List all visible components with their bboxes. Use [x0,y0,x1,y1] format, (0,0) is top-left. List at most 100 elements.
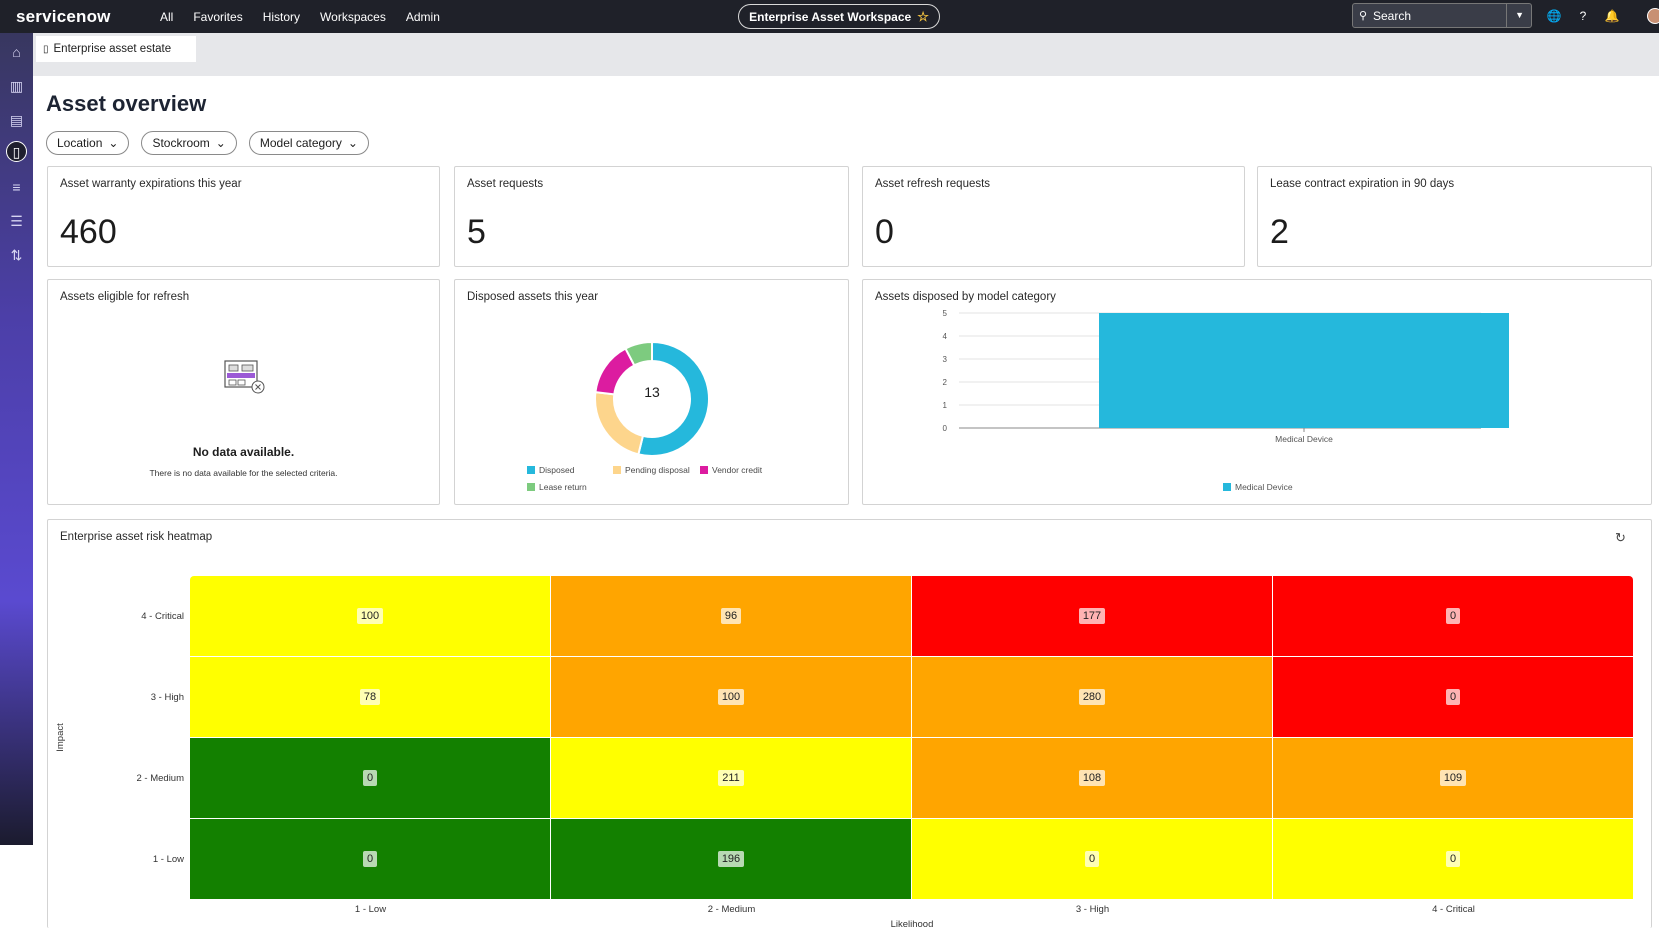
heatmap-cell[interactable]: 100 [551,657,911,737]
heatmap-cell[interactable]: 0 [1273,576,1633,656]
workspace-title-pill[interactable]: Enterprise Asset Workspace ☆ [738,4,940,29]
kpi-value: 0 [875,213,894,251]
legend-disposed[interactable]: Disposed [527,465,574,475]
donut-slice-disposed[interactable] [637,340,710,457]
x-tick-label: Medical Device [1275,434,1333,444]
heatmap-cell[interactable]: 108 [912,738,1272,818]
globe-icon[interactable]: 🌐 [1546,9,1562,23]
kpi-value: 2 [1270,213,1289,251]
bar-chart-icon[interactable]: ▥ [9,78,24,94]
left-rail: ⌂ ▥ ▤ ▯ ≡ ☰ ⇅ [0,33,33,845]
kpi-card-lease[interactable]: Lease contract expiration in 90 days 2 [1257,166,1652,267]
heatmap-value: 280 [1078,689,1106,705]
home-icon[interactable]: ⌂ [12,44,21,60]
x-axis-label: 4 - Critical [1432,904,1475,915]
heatmap-cell[interactable]: 96 [551,576,911,656]
building-icon[interactable]: ▤ [9,112,24,128]
refresh-icon[interactable]: ↻ [1615,530,1626,545]
list-icon[interactable]: ☰ [10,213,23,229]
menu-workspaces[interactable]: Workspaces [320,9,386,24]
legend-swatch [527,483,535,491]
donut-slice-lease-return[interactable] [624,340,653,367]
sliders-icon[interactable]: ≡ [12,179,21,195]
heatmap-cell[interactable]: 78 [190,657,550,737]
menu-history[interactable]: History [262,9,301,24]
heatmap-value: 211 [718,770,744,786]
heatmap-value: 0 [1445,689,1461,705]
heatmap-cell[interactable]: 0 [912,819,1272,899]
y-tick-label: 0 [943,424,948,433]
heatmap-cell[interactable]: 0 [190,738,550,818]
kpi-card-warranty[interactable]: Asset warranty expirations this year 460 [47,166,440,267]
chevron-down-icon[interactable]: ▼ [1515,10,1524,20]
heatmap-value: 96 [720,608,742,624]
workspace-title: Enterprise Asset Workspace [749,9,912,24]
bell-icon[interactable]: 🔔 [1604,9,1620,23]
clipboard-icon: ▯ [43,43,49,55]
kpi-card-refresh-requests[interactable]: Asset refresh requests 0 [862,166,1245,267]
refresh-card: Assets eligible for refresh No data avai… [47,279,440,505]
heatmap-cell[interactable]: 0 [1273,657,1633,737]
tab-enterprise-asset-estate[interactable]: ▯ Enterprise asset estate [36,36,196,62]
heatmap-value: 0 [362,770,378,786]
legend-pending[interactable]: Pending disposal [613,465,690,475]
filter-label: Stockroom [152,136,210,150]
help-icon[interactable]: ? [1579,9,1587,23]
bar-medical-device[interactable] [1099,313,1509,428]
clipboard-icon[interactable]: ▯ [6,141,27,162]
heatmap-cell[interactable]: 177 [912,576,1272,656]
filter-stockroom[interactable]: Stockroom ⌄ [141,131,237,155]
filter-label: Model category [259,136,342,150]
x-axis-label: 1 - Low [354,904,387,915]
donut-chart[interactable] [585,332,719,466]
heatmap-cell[interactable]: 0 [190,819,550,899]
avatar[interactable] [1647,8,1659,24]
heatmap-value: 0 [362,851,378,867]
transfer-icon[interactable]: ⇅ [10,247,23,263]
legend-swatch [1223,483,1231,491]
donut-card: Disposed assets this year 13 Disposed Pe… [454,279,849,505]
no-data-title: No data available. [192,445,295,459]
filter-location[interactable]: Location ⌄ [46,131,130,155]
legend-vendor[interactable]: Vendor credit [700,465,762,475]
heatmap-cell[interactable]: 196 [551,819,911,899]
search-label: Search [1373,8,1412,23]
y-axis-label: 1 - Low [152,853,184,865]
heatmap-value: 109 [1439,770,1467,786]
tab-label: Enterprise asset estate [53,43,172,55]
bar-chart[interactable]: 0 1 2 3 4 5 Medical Device Medical Device [863,280,1653,506]
menu-all[interactable]: All [160,9,174,24]
legend-lease[interactable]: Lease return [527,482,587,492]
heatmap-cell[interactable]: 211 [551,738,911,818]
filter-label: Location [57,136,103,150]
y-axis-label: 4 - Critical [141,610,184,622]
kpi-card-requests[interactable]: Asset requests 5 [454,166,849,267]
kpi-title: Asset refresh requests [875,178,991,190]
x-axis-label: 3 - High [1075,904,1110,915]
menu-favorites[interactable]: Favorites [193,9,243,24]
chevron-down-icon: ⌄ [108,136,119,150]
star-icon[interactable]: ☆ [917,8,929,24]
card-title: Assets disposed by model category [875,291,1056,303]
legend-label[interactable]: Medical Device [1235,482,1293,492]
servicenow-logo[interactable]: servicenow [16,6,111,26]
heatmap-cell[interactable]: 0 [1273,819,1633,899]
y-axis-title: Impact [54,723,66,752]
kpi-title: Asset warranty expirations this year [60,178,242,190]
heatmap-cell[interactable]: 109 [1273,738,1633,818]
card-title: Assets eligible for refresh [60,291,190,303]
heatmap-cell[interactable]: 280 [912,657,1272,737]
filter-model-category[interactable]: Model category ⌄ [248,131,369,155]
heatmap-cell[interactable]: 100 [190,576,550,656]
legend-label: Vendor credit [712,465,763,475]
menu-admin[interactable]: Admin [405,9,440,24]
tab-strip: ▯ Enterprise asset estate [33,33,1659,76]
kpi-title: Lease contract expiration in 90 days [1270,178,1455,190]
global-search[interactable]: ⚲ Search ▼ [1352,3,1532,28]
top-nav: servicenow All Favorites History Workspa… [0,0,1659,33]
y-tick-label: 5 [943,309,948,318]
heatmap-value: 196 [717,851,745,867]
kpi-value: 460 [60,213,117,251]
donut-slice-pending-disposal[interactable] [594,391,645,456]
legend-swatch [613,466,621,474]
